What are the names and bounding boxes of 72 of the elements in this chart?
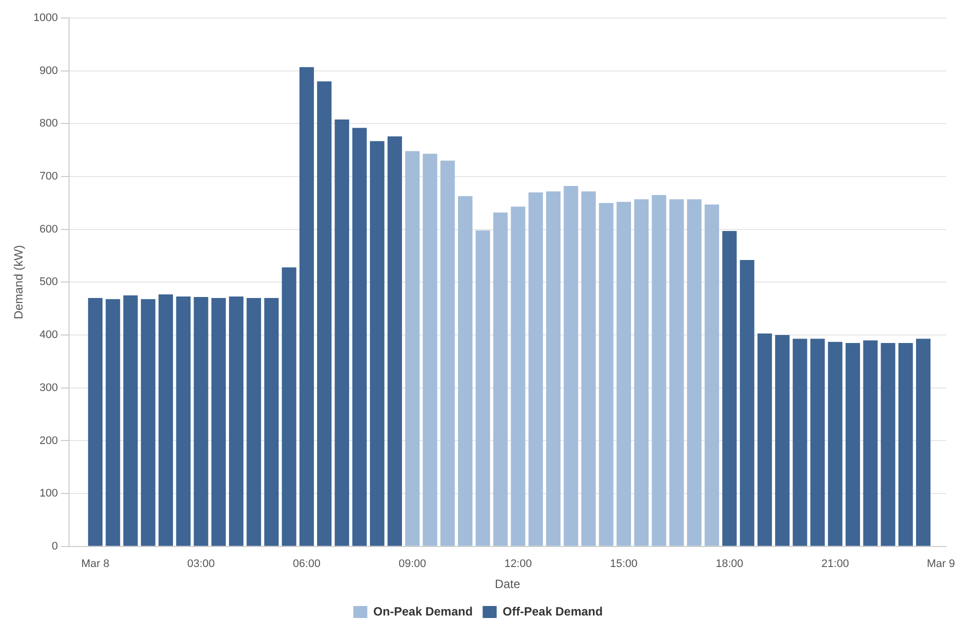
y-tick-label: 100: [40, 488, 58, 500]
bar: [810, 338, 825, 546]
y-tick-label: 500: [40, 276, 58, 288]
bar: [476, 230, 490, 546]
bar: [704, 204, 720, 546]
bar: [669, 199, 684, 546]
y-tick-label: 1000: [33, 12, 58, 24]
y-tick-label: 700: [40, 170, 58, 183]
y-tick-label: 300: [40, 382, 58, 394]
x-tick-label: 06:00: [292, 558, 320, 570]
bar: [898, 342, 913, 546]
bar: [370, 141, 384, 546]
bar: [616, 202, 632, 546]
x-tick-label: 15:00: [610, 558, 638, 570]
y-axis-title: Demand (kW): [12, 245, 26, 320]
bar: [246, 298, 262, 546]
bar: [158, 294, 173, 546]
bar: [88, 298, 103, 546]
x-tick-label: 21:00: [821, 558, 849, 570]
bar: [440, 160, 455, 546]
bar: [422, 154, 438, 546]
x-tick-label: Mar 9: [926, 558, 955, 570]
bar: [846, 342, 860, 546]
bar: [388, 136, 402, 546]
bar: [863, 340, 878, 546]
y-tick-label: 400: [40, 329, 58, 342]
bar: [282, 267, 296, 546]
x-axis-title: Date: [494, 577, 521, 592]
x-tick-label: Mar 8: [81, 558, 110, 570]
bar: [775, 335, 790, 546]
bar: [458, 196, 472, 546]
bar: [405, 151, 420, 546]
bar: [652, 195, 666, 546]
bar: [634, 199, 649, 546]
bar: [123, 295, 138, 546]
bar: [687, 199, 702, 546]
bar: [194, 296, 208, 546]
y-tick-label: 900: [40, 64, 58, 77]
bar: [106, 299, 120, 546]
bar: [510, 206, 526, 546]
bar: [757, 333, 772, 546]
bar: [564, 186, 578, 546]
bar: [140, 299, 156, 546]
legend-label: Off-Peak Demand: [502, 604, 603, 618]
y-tick-label: 0: [52, 540, 58, 552]
legend-label: On-Peak Demand: [373, 604, 473, 618]
bar: [598, 202, 614, 546]
x-tick-label: 09:00: [398, 558, 426, 570]
bar: [264, 298, 279, 546]
bar: [299, 67, 314, 546]
bar: [740, 260, 754, 546]
bar: [211, 298, 226, 546]
y-tick-label: 200: [40, 434, 58, 447]
bar: [792, 338, 808, 546]
bar: [722, 230, 737, 546]
bar: [493, 212, 508, 546]
bar: [352, 128, 367, 546]
bar: [546, 191, 561, 546]
y-tick-label: 800: [40, 118, 58, 130]
bar: [334, 119, 350, 546]
x-tick-label: 18:00: [716, 558, 744, 570]
bar: [176, 296, 191, 546]
bar: [828, 342, 842, 546]
bar: [317, 81, 332, 546]
bar: [229, 296, 244, 546]
bar: [581, 191, 596, 546]
bar: [916, 338, 930, 546]
x-tick-label: 12:00: [504, 558, 532, 570]
bar: [880, 342, 896, 546]
bar: [528, 192, 543, 546]
x-tick-label: 03:00: [187, 558, 215, 570]
y-tick-label: 600: [40, 223, 58, 236]
